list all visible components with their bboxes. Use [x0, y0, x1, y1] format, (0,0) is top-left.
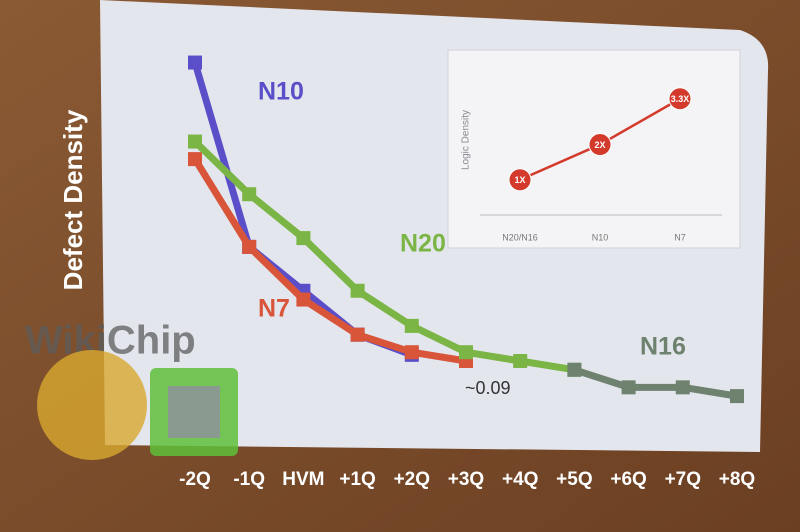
series-label: N20 [400, 230, 446, 258]
series-label: N10 [258, 78, 304, 106]
inset-y-label: Logic Density [461, 110, 472, 170]
point [350, 283, 365, 298]
x-tick-label: +2Q [394, 469, 430, 490]
value-label: 1X [514, 175, 525, 185]
point [508, 168, 532, 192]
x-tick-label: +5Q [556, 469, 592, 490]
point [350, 327, 365, 342]
x-tick-label: N20/N16 [502, 232, 538, 242]
value-label: 2X [594, 140, 605, 150]
x-tick-label: +1Q [339, 469, 375, 490]
point [242, 239, 257, 254]
point [668, 87, 692, 111]
watermark-chip-die [168, 386, 220, 438]
annotation: ~0.09 [465, 378, 511, 398]
point [188, 152, 202, 167]
point [188, 55, 202, 70]
x-tick-label: +3Q [448, 469, 484, 490]
point [242, 187, 257, 202]
point [296, 292, 311, 307]
x-tick-label: +8Q [719, 469, 755, 490]
x-tick-label: +7Q [665, 469, 701, 490]
point [621, 380, 636, 395]
point [588, 133, 612, 157]
point [459, 345, 473, 360]
x-tick-label: +4Q [502, 469, 538, 490]
x-tick-label: -2Q [179, 469, 211, 490]
watermark-logo [37, 350, 147, 460]
series-label: N16 [640, 333, 686, 361]
point [675, 380, 690, 395]
point [188, 134, 202, 149]
x-tick-label: +6Q [610, 469, 646, 490]
series-line [573, 366, 738, 400]
series-line [192, 139, 575, 374]
series-line [192, 157, 467, 365]
point [404, 318, 419, 333]
value-label: 3.3X [671, 94, 690, 104]
point [567, 362, 582, 377]
x-tick-label: N10 [592, 232, 609, 242]
x-tick-label: -1Q [233, 469, 265, 490]
point [513, 354, 528, 368]
point [404, 345, 419, 360]
point [730, 389, 744, 404]
x-tick-label: N7 [674, 232, 686, 242]
x-tick-label: HVM [282, 469, 324, 490]
point [296, 231, 311, 246]
y-axis-label: Defect Density [58, 109, 88, 290]
series-label: N7 [258, 295, 290, 323]
